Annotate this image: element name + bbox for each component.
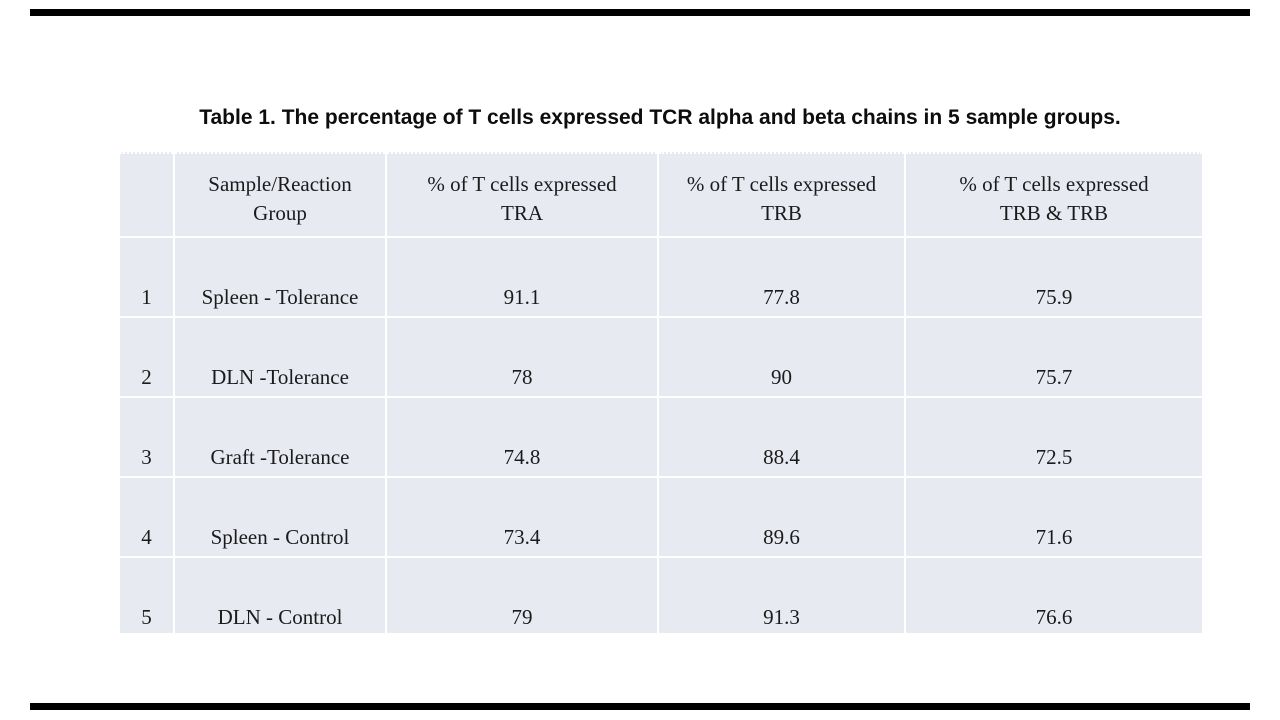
trb-and-trb-value-cell: 71.6 <box>906 478 1202 556</box>
header-line: TRA <box>501 201 543 225</box>
trb-value-cell: 89.6 <box>659 478 904 556</box>
header-line: % of T cells expressed <box>427 172 617 196</box>
trb-value-cell: 77.8 <box>659 238 904 316</box>
header-line: Group <box>253 201 307 225</box>
tra-value-cell: 78 <box>387 318 657 396</box>
t-cell-percentage-table: Sample/Reaction Group % of T cells expre… <box>120 152 1202 633</box>
tra-value-cell: 79 <box>387 558 657 633</box>
sample-group-cell: Graft -Tolerance <box>175 398 385 476</box>
sample-group-cell: DLN - Control <box>175 558 385 633</box>
header-line: TRB & TRB <box>999 201 1109 225</box>
header-cell-sample-group: Sample/Reaction Group <box>175 152 385 236</box>
top-decorative-bar <box>30 9 1250 16</box>
tra-value-cell: 91.1 <box>387 238 657 316</box>
trb-value-cell: 90 <box>659 318 904 396</box>
trb-and-trb-value-cell: 76.6 <box>906 558 1202 633</box>
sample-group-cell: Spleen - Control <box>175 478 385 556</box>
header-cell-index <box>120 152 173 236</box>
header-cell-trb-and-trb: % of T cells expressed TRB & TRB <box>906 152 1202 236</box>
row-number-cell: 4 <box>120 478 173 556</box>
table-caption: Table 1. The percentage of T cells expre… <box>199 106 1121 129</box>
tra-value-cell: 74.8 <box>387 398 657 476</box>
row-number-cell: 5 <box>120 558 173 633</box>
header-cell-tra: % of T cells expressed TRA <box>387 152 657 236</box>
header-line: TRB <box>761 201 802 225</box>
trb-value-cell: 91.3 <box>659 558 904 633</box>
trb-and-trb-value-cell: 75.7 <box>906 318 1202 396</box>
row-number-cell: 3 <box>120 398 173 476</box>
sample-group-cell: Spleen - Tolerance <box>175 238 385 316</box>
sample-group-cell: DLN -Tolerance <box>175 318 385 396</box>
row-number-cell: 1 <box>120 238 173 316</box>
bottom-decorative-bar <box>30 703 1250 710</box>
header-line: Sample/Reaction <box>208 172 352 196</box>
header-line: % of T cells expressed <box>959 172 1149 196</box>
header-line: % of T cells expressed <box>686 172 877 196</box>
tra-value-cell: 73.4 <box>387 478 657 556</box>
trb-and-trb-value-cell: 75.9 <box>906 238 1202 316</box>
trb-and-trb-value-cell: 72.5 <box>906 398 1202 476</box>
row-number-cell: 2 <box>120 318 173 396</box>
trb-value-cell: 88.4 <box>659 398 904 476</box>
header-cell-trb: % of T cells expressed TRB <box>659 152 904 236</box>
